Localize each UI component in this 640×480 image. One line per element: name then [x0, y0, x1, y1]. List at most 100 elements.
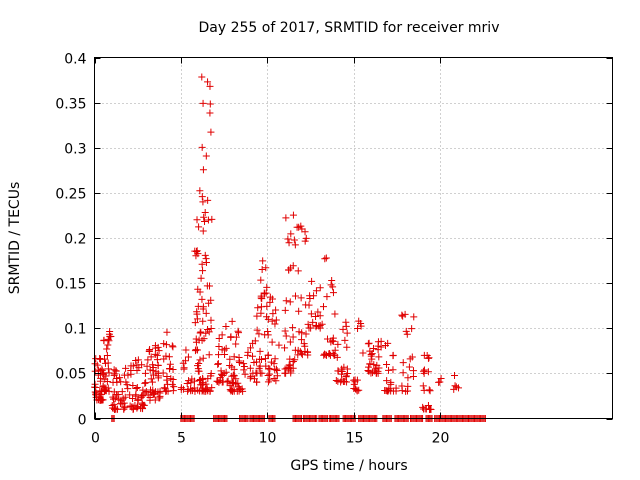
data-point — [199, 198, 207, 206]
data-point — [271, 355, 279, 363]
data-point — [301, 237, 309, 245]
data-point — [202, 309, 210, 317]
data-point — [377, 343, 385, 351]
data-point — [287, 369, 295, 377]
data-point — [342, 373, 350, 381]
data-point — [120, 405, 128, 413]
data-point — [409, 372, 417, 380]
data-point — [298, 225, 306, 233]
data-point — [124, 371, 132, 379]
data-point — [213, 377, 221, 385]
data-point — [298, 336, 306, 344]
data-point — [263, 283, 271, 291]
data-point — [228, 372, 236, 380]
data-point — [251, 337, 259, 345]
data-point — [208, 215, 216, 223]
data-point — [215, 351, 223, 359]
data-point — [246, 364, 254, 372]
data-point — [226, 355, 234, 363]
data-point — [119, 395, 127, 403]
data-point — [253, 326, 261, 334]
data-point — [187, 387, 195, 395]
data-point — [222, 344, 230, 352]
data-point — [163, 373, 171, 381]
data-point — [289, 324, 297, 332]
data-point — [169, 376, 177, 383]
data-point — [105, 337, 113, 345]
x-axis-label: GPS time / hours — [290, 458, 407, 474]
data-point — [333, 353, 341, 361]
data-point — [166, 365, 174, 373]
data-point — [193, 310, 201, 318]
data-point — [100, 369, 108, 377]
data-point — [287, 230, 295, 238]
data-point — [168, 342, 176, 350]
data-point — [197, 274, 205, 282]
data-point — [183, 380, 191, 388]
data-point — [314, 308, 322, 316]
x-tick-label: 15 — [346, 431, 364, 447]
data-point — [359, 349, 367, 357]
data-point — [264, 372, 272, 380]
data-point — [404, 387, 412, 395]
data-point — [285, 239, 293, 247]
data-point — [373, 361, 381, 369]
data-point — [295, 307, 303, 315]
data-point — [436, 378, 444, 386]
data-point — [240, 363, 248, 371]
data-point — [129, 362, 137, 370]
data-point — [208, 384, 216, 392]
data-point — [337, 378, 345, 386]
data-point — [290, 236, 298, 244]
data-point — [319, 303, 327, 311]
data-point — [192, 346, 200, 354]
data-point — [404, 374, 412, 382]
data-point — [221, 351, 229, 359]
data-point — [256, 347, 264, 355]
data-point — [259, 257, 267, 265]
data-point — [282, 332, 290, 340]
data-point — [249, 352, 257, 360]
data-point — [151, 350, 159, 358]
data-point — [104, 341, 112, 349]
data-point — [268, 338, 276, 346]
data-point — [199, 99, 207, 107]
data-point — [202, 152, 210, 160]
data-point — [304, 320, 312, 328]
data-point — [200, 335, 208, 343]
data-point — [339, 325, 347, 333]
data-point — [193, 247, 201, 255]
data-point — [383, 377, 391, 385]
data-point — [398, 311, 406, 319]
y-axis-label: SRMTID / TECUs — [7, 182, 23, 295]
data-point — [194, 285, 202, 293]
data-point — [132, 385, 140, 393]
data-point — [291, 346, 299, 354]
data-point — [156, 392, 164, 400]
data-point — [233, 387, 241, 395]
data-point — [214, 360, 222, 368]
data-point — [198, 73, 206, 81]
data-point — [374, 342, 382, 350]
data-point — [312, 323, 320, 331]
data-point — [253, 378, 261, 386]
data-point — [151, 388, 159, 396]
data-point — [148, 378, 156, 386]
data-point — [323, 335, 331, 343]
data-point — [100, 386, 108, 394]
data-point — [91, 388, 99, 396]
data-point — [255, 330, 263, 338]
data-point — [204, 78, 212, 86]
data-point — [232, 380, 240, 388]
data-point — [316, 324, 324, 332]
data-point — [257, 276, 265, 284]
data-point — [147, 353, 155, 361]
y-tick-label: 0 — [78, 413, 87, 429]
data-point — [331, 310, 339, 318]
data-point — [198, 336, 206, 344]
data-point — [272, 316, 280, 324]
data-point — [398, 382, 406, 390]
data-point — [196, 187, 204, 195]
data-point — [451, 382, 459, 390]
